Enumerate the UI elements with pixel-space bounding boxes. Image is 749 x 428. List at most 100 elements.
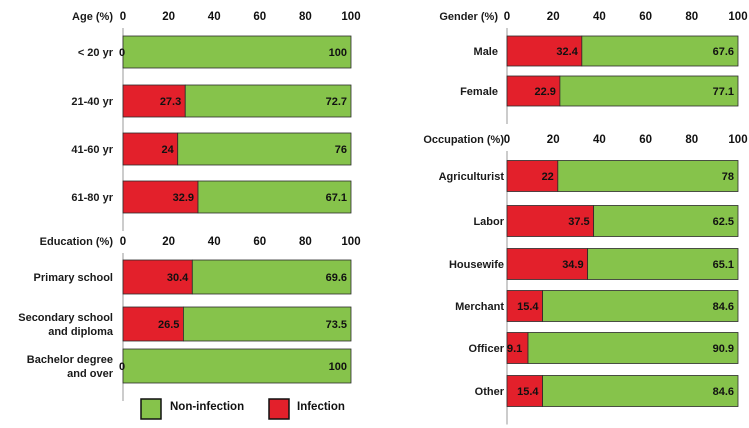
tick-label: 0 xyxy=(120,236,126,248)
legend-swatch-non-infection xyxy=(140,398,162,420)
tick-label: 100 xyxy=(728,11,747,23)
bar-non-infection xyxy=(593,205,739,237)
bar-row-housewife: Housewife 34.9 65.1 xyxy=(449,248,739,280)
panel-occupation: Occupation (%) 0 20 40 60 80 100 Agriculturist 2… xyxy=(423,134,748,425)
value-label-non-infection: 67.1 xyxy=(326,192,347,204)
bar-row-merchant: Merchant 15.4 84.6 xyxy=(455,290,739,322)
category-label: Officer xyxy=(469,343,505,355)
tick-label: 40 xyxy=(593,11,606,23)
bar-non-infection xyxy=(191,259,352,295)
bar-infection xyxy=(506,290,543,322)
category-label: Other xyxy=(475,386,505,398)
bar-row-41-60-yr: 41-60 yr 24 76 xyxy=(71,132,352,166)
bar-infection xyxy=(122,306,184,342)
chart-panels: Age (%) 0 20 40 60 80 100 < 20 yr 0 100 21-40 yr 27… xyxy=(18,11,748,425)
tick-label: 80 xyxy=(299,236,312,248)
value-label-infection: 30.4 xyxy=(167,272,189,284)
category-label: 61-80 yr xyxy=(71,192,113,204)
value-label-non-infection: 84.6 xyxy=(713,301,734,313)
panel-title: Gender (%) xyxy=(439,11,498,23)
value-label-infection: 15.4 xyxy=(517,301,539,313)
category-label: 41-60 yr xyxy=(71,144,113,156)
tick-label: 60 xyxy=(639,134,652,146)
category-label: Secondary school and diploma xyxy=(18,312,114,338)
value-label-infection: 34.9 xyxy=(562,259,583,271)
bar-non-infection xyxy=(559,75,739,107)
bar-non-infection xyxy=(527,332,739,364)
bar-row-bachelor-degree-and-over: Bachelor degree and over 0 100 xyxy=(27,348,352,384)
value-label-infection: 15.4 xyxy=(517,386,539,398)
value-label-infection: 24 xyxy=(161,144,174,156)
value-label-non-infection: 76 xyxy=(335,144,347,156)
tick-label: 40 xyxy=(593,134,606,146)
tick-label: 20 xyxy=(547,11,560,23)
tick-label: 60 xyxy=(253,11,266,23)
tick-label: 60 xyxy=(253,236,266,248)
category-label: Housewife xyxy=(449,259,504,271)
bar-row-labor: Labor 37.5 62.5 xyxy=(473,205,739,237)
tick-label: 80 xyxy=(685,134,698,146)
bar-non-infection xyxy=(177,132,352,166)
tick-label: 20 xyxy=(162,11,175,23)
bar-non-infection xyxy=(587,248,739,280)
category-label: Merchant xyxy=(455,301,504,313)
legend-swatch-infection xyxy=(268,398,290,420)
value-label-infection: 27.3 xyxy=(160,96,181,108)
value-label-infection: 22.9 xyxy=(534,86,555,98)
bar-row-officer: Officer 9.1 90.9 xyxy=(469,332,739,364)
tick-label: 100 xyxy=(341,11,360,23)
value-label-non-infection: 77.1 xyxy=(713,86,734,98)
tick-label: 0 xyxy=(120,11,126,23)
bar-infection xyxy=(506,75,561,107)
tick-label: 100 xyxy=(341,236,360,248)
bar-non-infection xyxy=(184,84,352,118)
panel-title: Education (%) xyxy=(40,236,114,248)
bar-infection xyxy=(506,35,583,67)
category-label: Labor xyxy=(473,216,504,228)
bar-non-infection xyxy=(183,306,352,342)
bar-row-other: Other 15.4 84.6 xyxy=(475,375,739,407)
bar-non-infection xyxy=(557,160,739,192)
legend-label-non-infection: Non-infection xyxy=(170,401,244,413)
tick-label: 80 xyxy=(685,11,698,23)
bar-row-male: Male 32.4 67.6 xyxy=(474,35,739,67)
bar-non-infection xyxy=(122,35,352,69)
value-label-non-infection: 78 xyxy=(722,171,734,183)
legend-label-infection: Infection xyxy=(297,401,345,413)
value-label-non-infection: 90.9 xyxy=(713,343,734,355)
value-label-infection: 32.9 xyxy=(173,192,194,204)
tick-label: 80 xyxy=(299,11,312,23)
tick-label: 60 xyxy=(639,11,652,23)
tick-label: 20 xyxy=(547,134,560,146)
value-label-non-infection: 62.5 xyxy=(713,216,734,228)
tick-label: 0 xyxy=(504,11,510,23)
value-label-infection: 0 xyxy=(119,361,125,373)
bar-row-61-80-yr: 61-80 yr 32.9 67.1 xyxy=(71,180,352,214)
panel-education: Education (%) 0 20 40 60 80 100 Primary school 3… xyxy=(18,236,361,401)
bar-row-20-yr: < 20 yr 0 100 xyxy=(78,35,352,69)
bar-non-infection xyxy=(542,375,739,407)
legend: Non-infection Infection xyxy=(140,398,345,420)
value-label-non-infection: 73.5 xyxy=(326,319,347,331)
value-label-non-infection: 100 xyxy=(329,47,347,59)
value-label-non-infection: 100 xyxy=(329,361,347,373)
panel-age: Age (%) 0 20 40 60 80 100 < 20 yr 0 100 21-40 yr 27… xyxy=(71,11,361,231)
value-label-non-infection: 69.6 xyxy=(326,272,347,284)
tick-label: 0 xyxy=(504,134,510,146)
category-label: Bachelor degree and over xyxy=(27,354,114,380)
value-label-infection: 37.5 xyxy=(568,216,589,228)
bar-non-infection xyxy=(197,180,352,214)
bar-non-infection xyxy=(542,290,739,322)
tick-label: 40 xyxy=(208,11,221,23)
value-label-infection: 26.5 xyxy=(158,319,179,331)
bar-non-infection xyxy=(581,35,739,67)
category-label: Primary school xyxy=(34,272,113,284)
value-label-infection: 0 xyxy=(119,47,125,59)
value-label-non-infection: 84.6 xyxy=(713,386,734,398)
category-label: Male xyxy=(474,46,498,58)
panel-title: Age (%) xyxy=(72,11,113,23)
value-label-infection: 32.4 xyxy=(556,46,578,58)
tick-label: 20 xyxy=(162,236,175,248)
bar-non-infection xyxy=(122,348,352,384)
